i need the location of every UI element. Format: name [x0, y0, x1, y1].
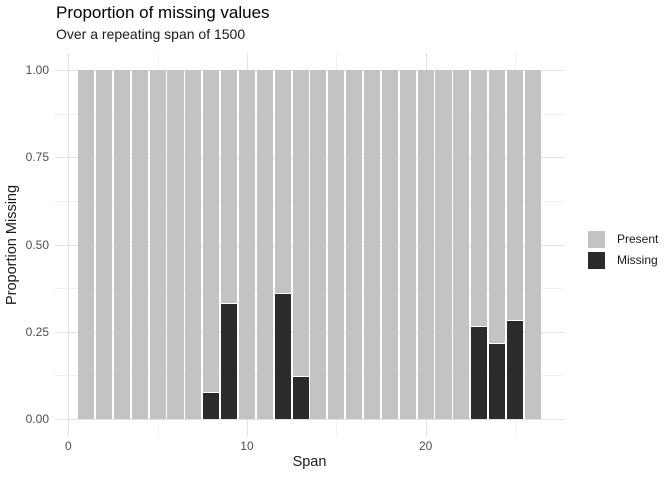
bar-segment-present	[471, 70, 488, 326]
bar-segment-present	[185, 70, 202, 419]
bar-segment-present	[131, 70, 148, 419]
legend-item-present: Present	[588, 231, 658, 248]
bar-segment-missing	[292, 376, 309, 419]
bar-segment-missing	[489, 343, 506, 419]
bar-segment-missing	[221, 302, 238, 419]
bar-span-9	[221, 70, 238, 419]
bar-span-2	[96, 70, 113, 419]
bar-segment-present	[453, 70, 470, 419]
bar-span-4	[131, 70, 148, 419]
bar-segment-present	[524, 70, 541, 419]
legend-swatch-missing	[588, 252, 605, 269]
bar-segment-present	[149, 70, 166, 419]
bar-segment-present	[363, 70, 381, 419]
bar-segment-present	[346, 70, 363, 419]
bar-span-5	[149, 70, 166, 419]
bar-span-10	[238, 70, 255, 419]
bar-segment-missing	[471, 325, 488, 419]
bar-segment-missing	[506, 320, 523, 419]
bar-segment-missing	[274, 292, 291, 419]
bar-span-24	[489, 70, 506, 419]
x-tick-label: 20	[418, 439, 433, 453]
bar-segment-present	[113, 70, 130, 419]
gridline-major-horizontal	[55, 331, 564, 333]
bar-segment-present	[310, 70, 327, 419]
chart-title: Proportion of missing values	[56, 3, 270, 22]
x-tick-label: 10	[240, 439, 254, 453]
bar-span-12	[274, 70, 291, 419]
y-tick-label: 0.00	[25, 411, 49, 426]
legend: Present Missing	[588, 231, 658, 269]
bar-span-6	[167, 70, 184, 419]
y-tick-label: 1.00	[25, 63, 49, 78]
bar-segment-present	[256, 70, 273, 419]
bar-span-17	[363, 70, 381, 419]
bar-span-23	[471, 70, 488, 419]
y-tick-label: 0.50	[25, 237, 49, 252]
legend-swatch-present	[588, 231, 605, 248]
gridline-minor-horizontal	[55, 288, 564, 290]
bar-segment-present	[489, 70, 506, 344]
gridline-major-vertical	[68, 53, 70, 436]
gridline-minor-horizontal	[55, 113, 564, 115]
bar-span-3	[113, 70, 130, 419]
bar-segment-present	[203, 70, 220, 392]
y-tick-label: 0.25	[25, 324, 49, 339]
gridline-major-horizontal	[55, 418, 564, 420]
bar-span-18	[381, 70, 398, 419]
bar-span-25	[506, 70, 523, 419]
gridline-minor-horizontal	[55, 200, 564, 202]
gridline-major-horizontal	[55, 70, 564, 72]
bar-span-13	[292, 70, 309, 419]
bar-span-11	[256, 70, 273, 419]
gridline-major-horizontal	[55, 157, 564, 159]
bar-span-1	[78, 70, 95, 419]
bar-span-21	[435, 70, 452, 419]
bar-span-15	[328, 70, 345, 419]
bar-segment-present	[238, 70, 255, 419]
bar-segment-present	[221, 70, 238, 303]
bar-segment-present	[96, 70, 113, 419]
bar-span-22	[453, 70, 470, 419]
legend-item-missing: Missing	[588, 252, 658, 269]
y-tick-label: 0.75	[25, 150, 49, 165]
bar-span-16	[346, 70, 363, 419]
bar-segment-missing	[203, 391, 220, 419]
bar-span-19	[399, 70, 416, 419]
legend-label-missing: Missing	[617, 253, 658, 267]
bar-segment-present	[417, 70, 434, 419]
bar-span-14	[310, 70, 327, 419]
legend-label-present: Present	[617, 232, 659, 246]
bar-span-8	[203, 70, 220, 419]
bar-segment-present	[78, 70, 95, 419]
plot-panel	[55, 53, 564, 436]
bar-span-7	[185, 70, 202, 419]
x-tick-label: 0	[64, 439, 72, 453]
bar-segment-present	[381, 70, 398, 419]
gridline-major-horizontal	[55, 244, 564, 246]
bar-span-26	[524, 70, 541, 419]
bar-segment-present	[292, 70, 309, 377]
bar-span-20	[417, 70, 434, 419]
bar-segment-present	[274, 70, 291, 293]
bar-segment-present	[167, 70, 184, 419]
x-axis-title: Span	[292, 454, 327, 470]
bar-segment-present	[399, 70, 416, 419]
bar-segment-present	[328, 70, 345, 419]
chart-subtitle: Over a repeating span of 1500	[56, 26, 246, 42]
gridline-minor-horizontal	[55, 375, 564, 377]
bar-segment-present	[435, 70, 452, 419]
bar-segment-present	[506, 70, 523, 321]
